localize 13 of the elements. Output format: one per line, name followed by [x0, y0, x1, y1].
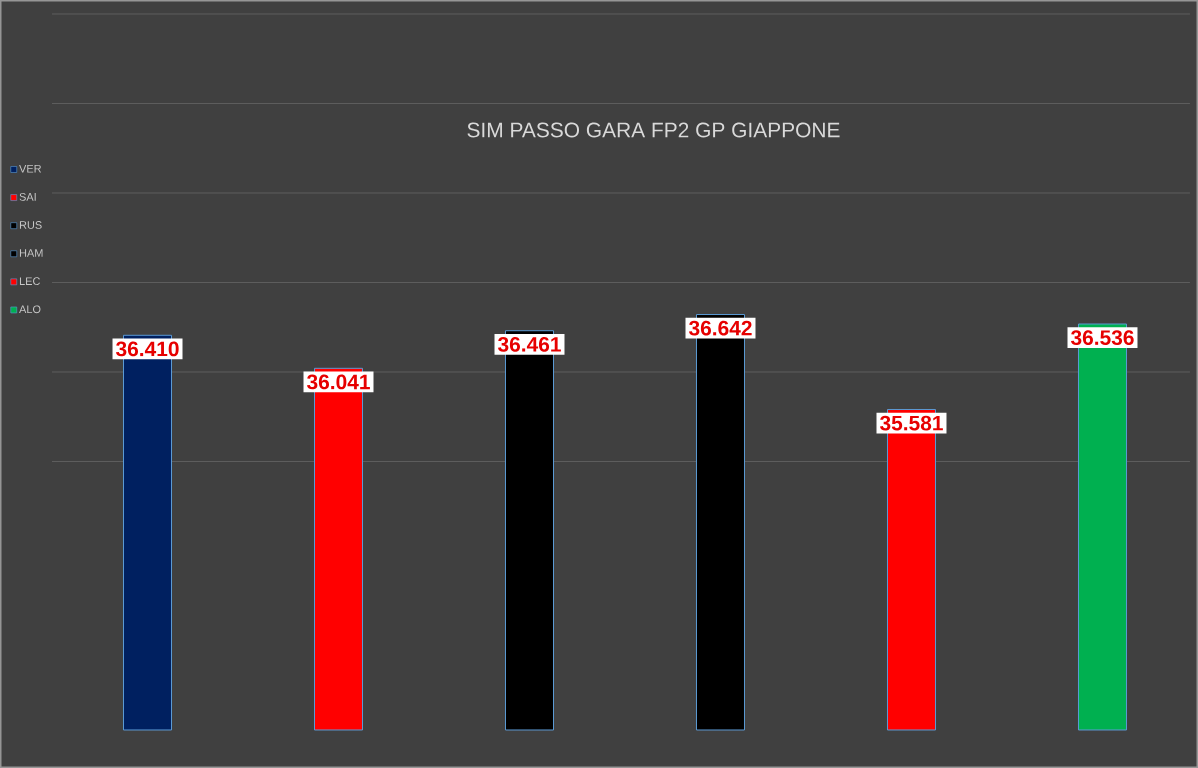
data-label: 35.581 — [879, 415, 943, 431]
legend-label: HAM — [19, 249, 43, 257]
legend-label: LEC — [19, 277, 40, 286]
data-label: 36.041 — [306, 374, 370, 390]
data-label: 36.536 — [1070, 330, 1134, 346]
data-label: 36.642 — [688, 320, 752, 336]
data-label: 36.410 — [116, 341, 179, 357]
legend-label: ALO — [19, 305, 41, 314]
legend-label: VER — [19, 164, 42, 173]
legend-label: RUS — [19, 221, 42, 229]
data-label: 36.461 — [497, 336, 561, 352]
text: SIM PASSO GARA FP2 GP GIAPPONE — [467, 122, 840, 138]
legend-label: SAI — [19, 192, 36, 201]
